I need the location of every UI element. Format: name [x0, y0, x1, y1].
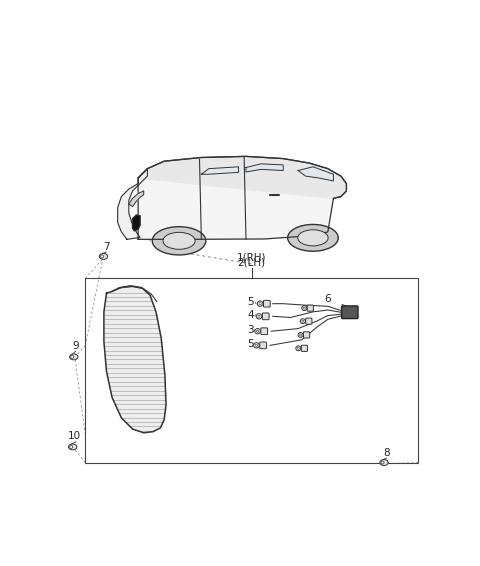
FancyBboxPatch shape	[342, 306, 358, 319]
FancyBboxPatch shape	[260, 342, 266, 349]
Ellipse shape	[380, 460, 388, 465]
Text: 2(LH): 2(LH)	[238, 258, 265, 268]
Polygon shape	[202, 167, 239, 174]
Ellipse shape	[381, 461, 384, 464]
Ellipse shape	[100, 255, 104, 258]
Polygon shape	[104, 286, 166, 433]
Polygon shape	[138, 156, 347, 199]
Text: 7: 7	[103, 242, 110, 252]
Text: 10: 10	[68, 431, 81, 441]
Text: 6: 6	[324, 294, 330, 304]
Ellipse shape	[258, 315, 260, 318]
Ellipse shape	[69, 444, 77, 450]
Ellipse shape	[255, 344, 258, 346]
Ellipse shape	[152, 226, 206, 255]
Ellipse shape	[298, 230, 328, 246]
Ellipse shape	[70, 445, 72, 448]
Ellipse shape	[288, 225, 338, 251]
Ellipse shape	[296, 346, 301, 351]
Text: 5: 5	[248, 339, 254, 349]
Text: 9: 9	[72, 341, 79, 351]
Ellipse shape	[302, 306, 307, 311]
Ellipse shape	[253, 342, 259, 348]
Polygon shape	[246, 164, 283, 172]
Ellipse shape	[255, 328, 260, 334]
Ellipse shape	[302, 320, 304, 322]
Polygon shape	[129, 191, 144, 207]
Ellipse shape	[298, 332, 303, 337]
Ellipse shape	[256, 314, 262, 319]
Polygon shape	[132, 215, 140, 231]
Text: 4: 4	[248, 310, 254, 320]
Ellipse shape	[300, 319, 305, 324]
Text: 3: 3	[248, 325, 254, 335]
Ellipse shape	[300, 334, 301, 336]
FancyBboxPatch shape	[306, 318, 312, 324]
Polygon shape	[138, 156, 347, 239]
FancyBboxPatch shape	[301, 345, 308, 351]
Ellipse shape	[163, 232, 195, 249]
Polygon shape	[118, 169, 147, 239]
FancyBboxPatch shape	[307, 305, 313, 311]
Ellipse shape	[71, 355, 74, 358]
Ellipse shape	[256, 330, 259, 332]
Text: 5: 5	[248, 297, 254, 307]
FancyBboxPatch shape	[303, 332, 310, 338]
Ellipse shape	[259, 303, 261, 305]
Ellipse shape	[99, 254, 108, 259]
Text: 8: 8	[384, 448, 390, 458]
Ellipse shape	[297, 348, 300, 349]
Ellipse shape	[303, 307, 305, 309]
Ellipse shape	[257, 301, 263, 306]
Text: 1(RH): 1(RH)	[237, 253, 266, 263]
FancyBboxPatch shape	[264, 301, 270, 307]
FancyBboxPatch shape	[261, 328, 267, 335]
Polygon shape	[298, 167, 334, 181]
Ellipse shape	[70, 354, 78, 360]
Bar	[85, 278, 418, 462]
FancyBboxPatch shape	[263, 313, 269, 320]
